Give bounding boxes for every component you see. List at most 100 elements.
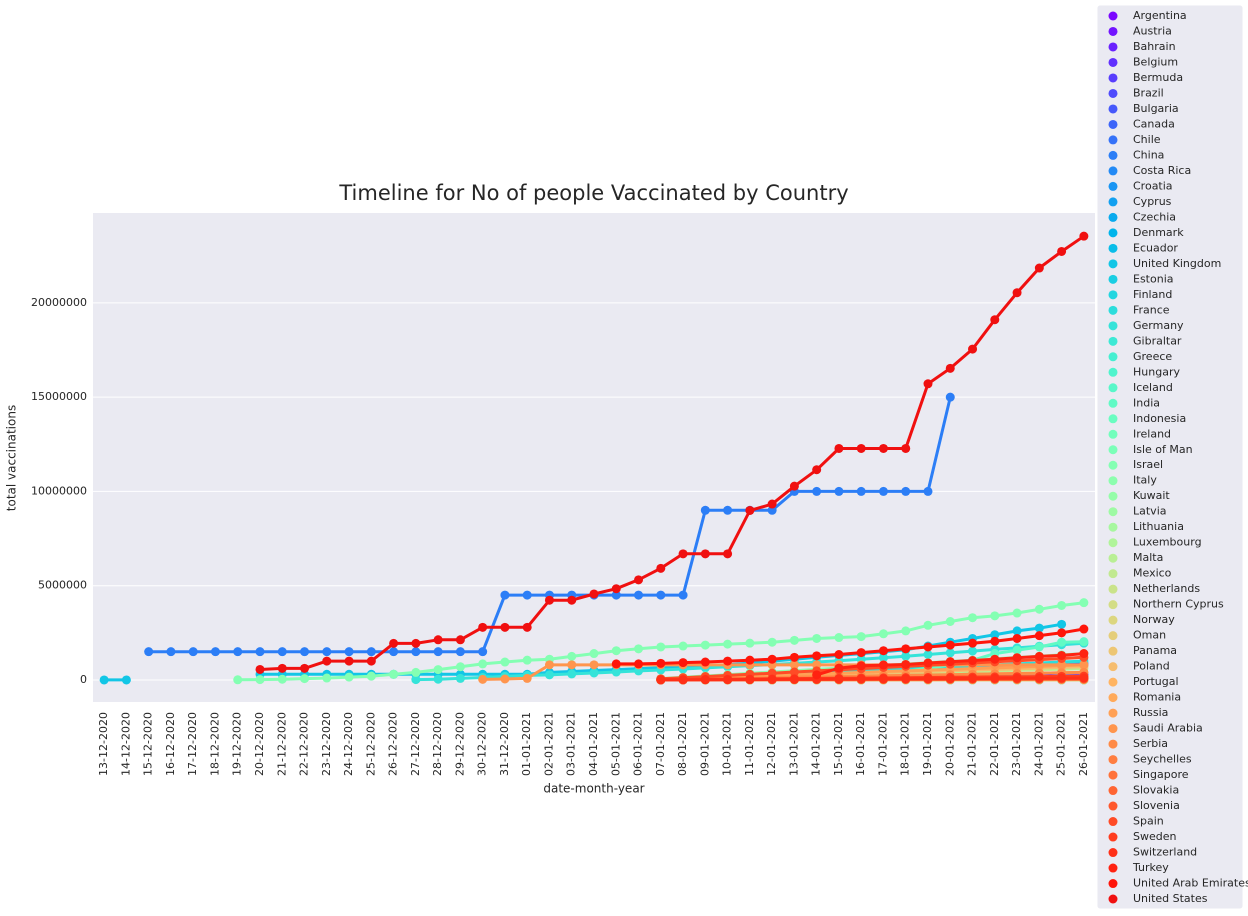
y-axis-label: total vaccinations [5, 405, 19, 511]
data-point [411, 647, 421, 657]
data-point [812, 670, 822, 680]
legend-label: Greece [1133, 350, 1172, 363]
data-point [589, 668, 599, 678]
x-tick-label: 15-12-2020 [142, 712, 155, 776]
data-point [366, 656, 376, 666]
legend-label: Denmark [1133, 226, 1184, 239]
data-point [789, 635, 799, 645]
legend-marker [1108, 274, 1118, 284]
x-tick-label: 14-01-2021 [810, 712, 823, 776]
legend-label: Switzerland [1133, 846, 1197, 859]
legend-label: Cyprus [1133, 195, 1172, 208]
legend-label: Poland [1133, 660, 1170, 673]
legend-marker [1108, 135, 1118, 145]
x-tick-label: 29-12-2020 [453, 712, 466, 776]
data-point [767, 674, 777, 684]
data-point [945, 674, 955, 684]
legend-label: Bahrain [1133, 40, 1176, 53]
data-point [856, 661, 866, 671]
data-point [544, 660, 554, 670]
data-point [678, 549, 688, 559]
data-point [901, 626, 911, 636]
data-point [968, 344, 978, 354]
x-tick-label: 14-12-2020 [119, 712, 132, 776]
data-point [901, 486, 911, 496]
data-point [611, 584, 621, 594]
legend-marker [1108, 11, 1118, 21]
x-tick-label: 18-01-2021 [899, 712, 912, 776]
data-point [856, 674, 866, 684]
x-tick-label: 03-01-2021 [565, 712, 578, 776]
data-point [121, 675, 131, 685]
data-point [233, 647, 243, 657]
data-point [589, 589, 599, 599]
legend-marker [1108, 305, 1118, 315]
data-point [767, 654, 777, 664]
data-point [834, 633, 844, 643]
legend-marker [1108, 212, 1118, 222]
legend-marker [1108, 538, 1118, 548]
data-point [700, 675, 710, 685]
data-point [878, 629, 888, 639]
x-tick-label: 11-01-2021 [743, 712, 756, 776]
data-point [1057, 628, 1067, 638]
legend-label: Kuwait [1133, 489, 1170, 502]
data-point [611, 590, 621, 600]
legend-label: Chile [1133, 133, 1161, 146]
data-point [589, 649, 599, 659]
legend-marker [1108, 398, 1118, 408]
legend-label: Germany [1133, 319, 1184, 332]
data-point [1012, 633, 1022, 643]
x-tick-label: 21-01-2021 [966, 712, 979, 776]
legend-marker [1108, 414, 1118, 424]
x-tick-label: 13-12-2020 [97, 712, 110, 776]
data-point [567, 595, 577, 605]
data-point [812, 465, 822, 475]
legend-marker [1108, 383, 1118, 393]
x-tick-label: 30-12-2020 [476, 712, 489, 776]
data-point [1079, 598, 1089, 608]
data-point [1034, 263, 1044, 273]
data-point [455, 635, 465, 645]
data-point [1079, 231, 1089, 241]
data-point [968, 638, 978, 648]
legend-label: India [1133, 396, 1160, 409]
data-point [389, 647, 399, 657]
data-point [901, 644, 911, 654]
data-point [945, 392, 955, 402]
x-tick-label: 17-01-2021 [876, 712, 889, 776]
data-point [611, 659, 621, 669]
data-point [500, 657, 510, 667]
data-point [812, 633, 822, 643]
data-point [656, 563, 666, 573]
data-point [255, 647, 265, 657]
data-point [1057, 673, 1067, 683]
y-tick-label: 0 [80, 673, 87, 686]
data-point [834, 663, 844, 673]
x-tick-label: 09-01-2021 [698, 712, 711, 776]
data-point [1057, 619, 1067, 629]
data-point [767, 499, 777, 509]
legend-marker [1108, 662, 1118, 672]
legend-label: Latvia [1133, 505, 1167, 518]
x-tick-label: 19-12-2020 [231, 712, 244, 776]
data-point [478, 674, 488, 684]
data-point [589, 660, 599, 670]
data-point [1034, 642, 1044, 652]
data-point [366, 647, 376, 657]
data-point [233, 675, 243, 685]
legend-label: Isle of Man [1133, 443, 1193, 456]
legend-label: Serbia [1133, 737, 1168, 750]
data-point [1079, 660, 1089, 670]
data-point [678, 641, 688, 651]
legend-marker [1108, 817, 1118, 827]
legend-marker [1108, 290, 1118, 300]
legend-label: Iceland [1133, 381, 1173, 394]
data-point [544, 670, 554, 680]
legend-label: Netherlands [1133, 582, 1200, 595]
data-point [923, 620, 933, 630]
legend-marker [1108, 569, 1118, 579]
data-point [878, 660, 888, 670]
x-tick-label: 20-01-2021 [943, 712, 956, 776]
legend-marker [1108, 367, 1118, 377]
